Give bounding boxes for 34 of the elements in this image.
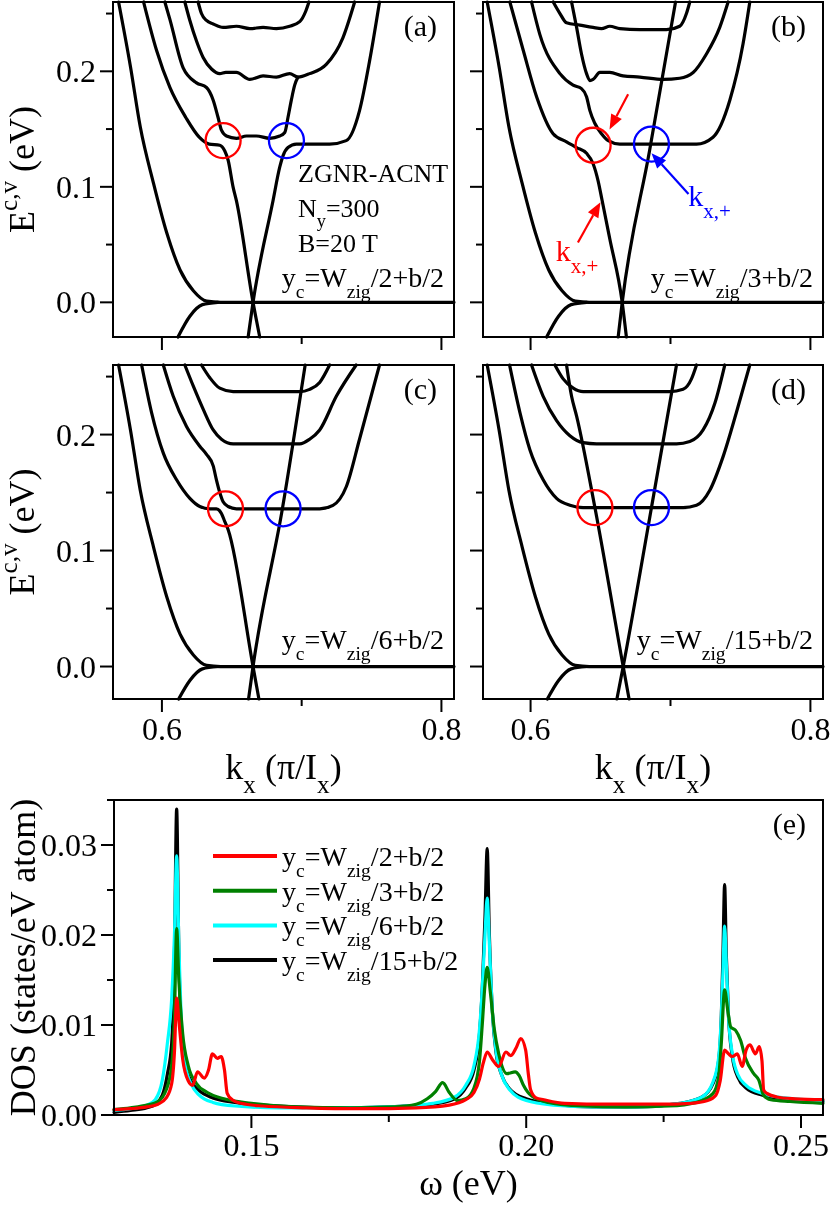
annotation: (d) [771, 372, 806, 406]
x-tick-label: 0.15 [223, 1127, 280, 1163]
annotation: y$_{c}$=W$_{zig}$/3+b/2 [650, 262, 813, 302]
x-axis-title: k$_{x}$ (π/I$_{x}$) [594, 747, 712, 798]
y-tick-label: 0.2 [56, 53, 96, 90]
annotation: y$_{c}$=W$_{zig}$/15+b/2 [636, 624, 813, 664]
annotation: (a) [403, 9, 437, 43]
x-tick-label: 0.8 [790, 711, 830, 747]
y-tick-label: 0.2 [56, 416, 96, 453]
x-tick-label: 0.6 [141, 711, 182, 747]
annotation: y$_{c}$=W$_{zig}$/2+b/2 [281, 262, 444, 302]
y-tick-label: 0.02 [41, 917, 97, 953]
x-axis-title: k$_{x}$ (π/I$_{x}$) [225, 747, 342, 798]
annotation: ZGNR-ACNT [298, 159, 449, 188]
y-tick-label: 0.01 [41, 1007, 97, 1043]
annotation: (b) [771, 9, 806, 43]
annotation: k$_{x,+}$ [555, 233, 599, 278]
annotation: k$_{x,+}$ [688, 179, 731, 224]
x-tick-label: 0.20 [498, 1127, 555, 1163]
y-tick-label: 0.0 [56, 648, 96, 685]
x-axis-title: ω (eV) [419, 1163, 518, 1203]
y-tick-label: 0.03 [41, 827, 97, 863]
annotation: (c) [403, 372, 437, 406]
y-tick-label: 0.1 [56, 168, 96, 205]
y-tick-label: 0.1 [56, 532, 96, 569]
y-axis-title: DOS (states/eV atom) [3, 798, 43, 1117]
x-tick-label: 0.6 [510, 711, 551, 747]
annotation: y$_{c}$=W$_{zig}$/6+b/2 [281, 624, 444, 664]
annotation: (e) [772, 807, 806, 841]
annotation: N$_{y}$=300 [298, 194, 380, 231]
y-tick-label: 0.00 [41, 1097, 97, 1133]
y-tick-label: 0.0 [56, 284, 96, 321]
x-tick-label: 0.8 [421, 711, 462, 747]
x-tick-label: 0.25 [773, 1127, 830, 1163]
